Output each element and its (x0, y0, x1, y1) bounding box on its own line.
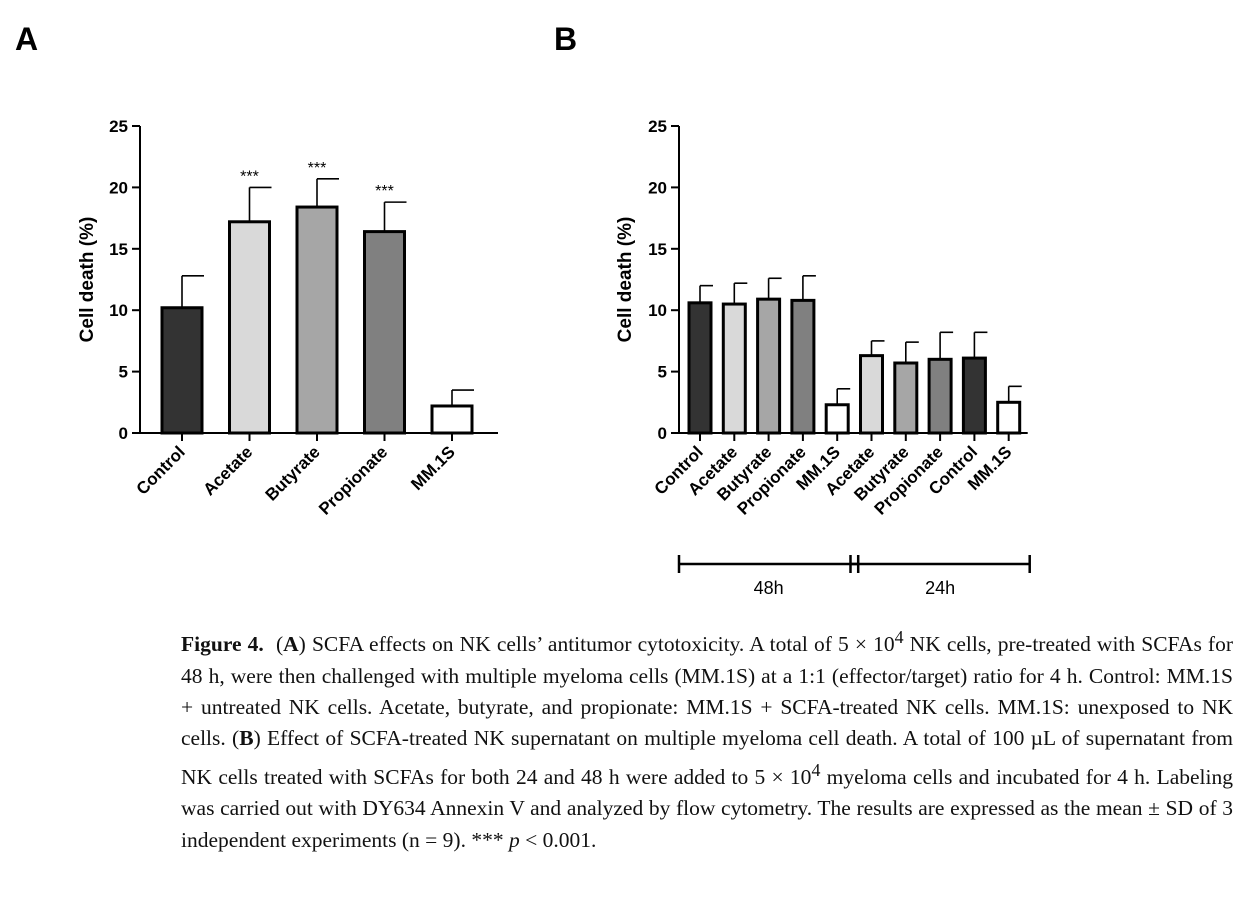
significance-label: *** (240, 168, 259, 185)
y-tick-label: 10 (648, 301, 667, 320)
bar-butyrate (295, 205, 339, 435)
significance-label: *** (308, 160, 327, 177)
panel-label: B (554, 21, 577, 57)
bar-propionate (363, 230, 406, 435)
bar-propionate (927, 357, 953, 435)
bar-control (687, 301, 713, 435)
group-label: 24h (925, 578, 955, 598)
bar-mm1s (430, 404, 474, 435)
bar-mm1s (996, 400, 1022, 435)
y-tick-label: 20 (648, 178, 667, 197)
panel-a-chart: A 0 5 10 15 20 25 Cell death (%) Control Acetate *… (15, 21, 498, 519)
bar-acetate (721, 302, 747, 435)
y-tick-label: 0 (658, 424, 667, 443)
y-axis-title: Cell death (%) (615, 217, 636, 343)
x-tick-label: Propionate (315, 442, 391, 518)
x-tick-label: Control (133, 442, 189, 498)
y-tick-label: 5 (119, 363, 128, 382)
y-tick-label: 10 (109, 301, 128, 320)
bar-propionate (790, 298, 816, 435)
x-tick-label: Butyrate (262, 442, 324, 504)
significance-label: *** (375, 183, 394, 200)
bar-mm1s (824, 403, 850, 435)
bar-control (160, 306, 204, 435)
y-tick-label: 5 (658, 363, 667, 382)
group-label: 48h (754, 578, 784, 598)
bar-acetate (228, 220, 271, 435)
bar-butyrate (893, 361, 919, 435)
y-tick-label: 20 (109, 178, 128, 197)
y-tick-label: 25 (109, 117, 128, 136)
y-tick-label: 25 (648, 117, 667, 136)
panel-label: A (15, 21, 38, 57)
y-tick-label: 15 (648, 240, 667, 259)
figure-caption: Figure 4. (A) SCFA effects on NK cells’ … (181, 627, 1233, 852)
bar-butyrate (756, 297, 782, 435)
bar-control (961, 356, 987, 435)
y-tick-label: 15 (109, 240, 128, 259)
figure-canvas: A 0 5 10 15 20 25 Cell death (%) Control Acetate *… (15, 21, 1031, 598)
x-tick-label: Acetate (199, 442, 256, 499)
x-tick-label: MM.1S (407, 442, 459, 494)
bar-acetate (859, 354, 884, 435)
y-tick-label: 0 (119, 424, 128, 443)
y-axis-title: Cell death (%) (77, 217, 98, 343)
